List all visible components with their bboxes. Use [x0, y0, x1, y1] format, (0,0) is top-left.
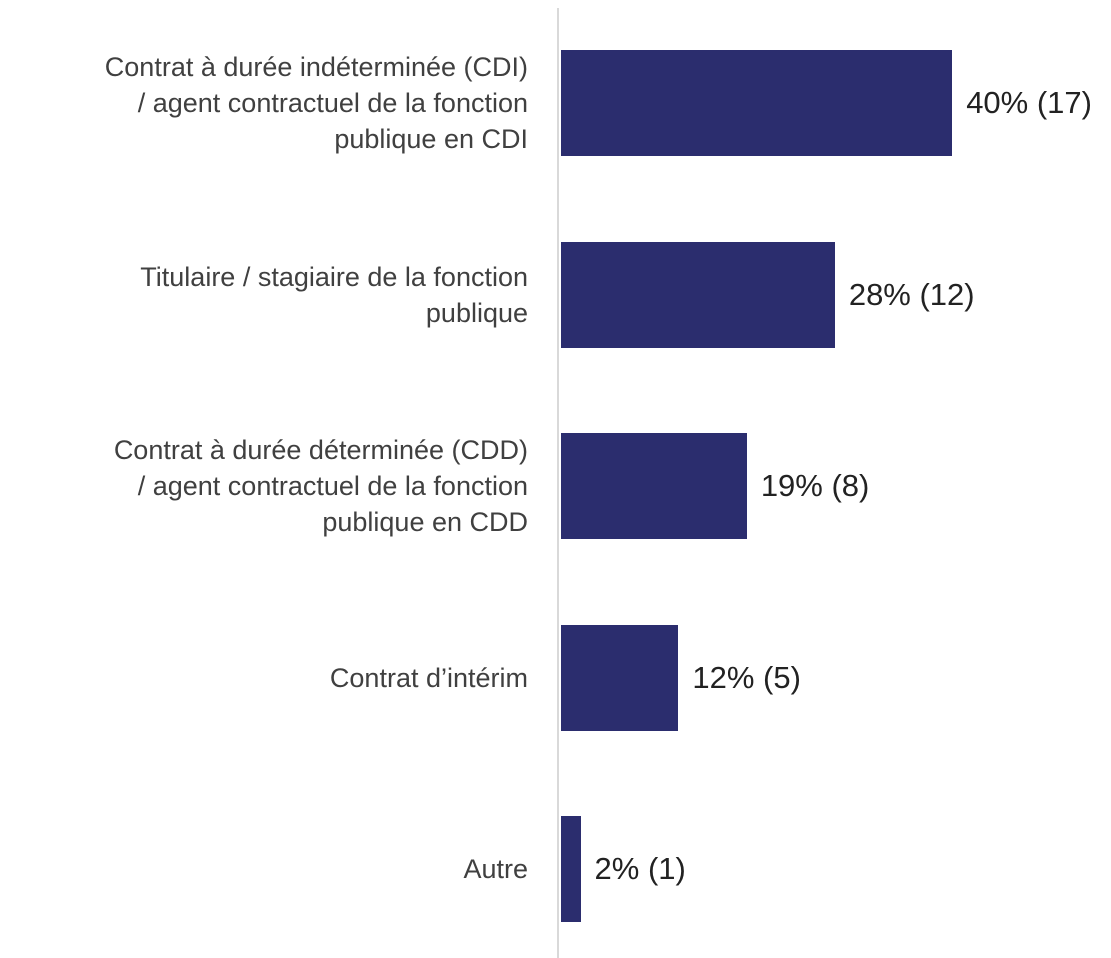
bar [561, 816, 581, 922]
bar [561, 624, 679, 731]
value-label: 28% (12) [848, 276, 975, 312]
bar [561, 241, 835, 348]
bar [561, 433, 747, 539]
category-label: Contrat à durée déterminée (CDD) / agent… [113, 435, 528, 537]
category-label: Contrat à durée indéterminée (CDI) / age… [104, 52, 528, 154]
category-label: Contrat d’intérim [329, 662, 528, 693]
axis-line [557, 8, 559, 958]
bar [561, 50, 953, 156]
value-label: 19% (8) [760, 468, 870, 503]
category-label: Autre [463, 854, 528, 884]
value-label: 2% (1) [594, 851, 686, 886]
value-label: 40% (17) [966, 85, 1092, 120]
category-label: Titulaire / stagiaire de la fonction pub… [140, 261, 528, 328]
value-label: 12% (5) [692, 659, 801, 695]
